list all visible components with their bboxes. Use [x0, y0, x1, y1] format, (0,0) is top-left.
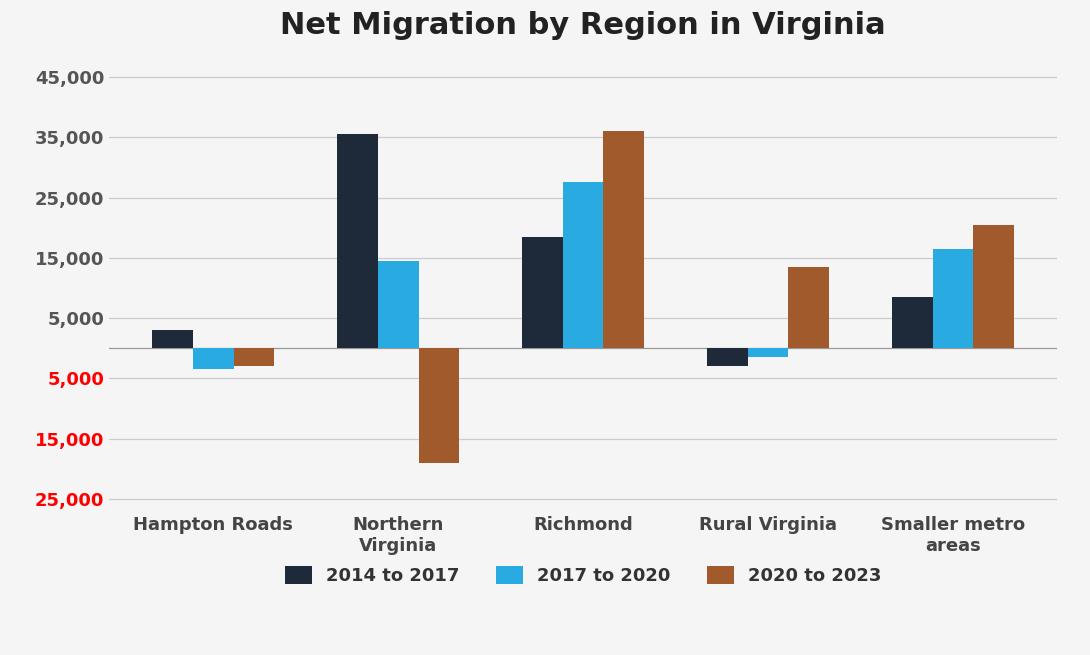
- Bar: [973, 225, 1014, 348]
- Bar: [233, 348, 275, 366]
- Bar: [933, 249, 973, 348]
- Title: Net Migration by Region in Virginia: Net Migration by Region in Virginia: [280, 11, 886, 40]
- Bar: [748, 348, 788, 357]
- Bar: [562, 183, 604, 348]
- Legend: 2014 to 2017, 2017 to 2020, 2020 to 2023: 2014 to 2017, 2017 to 2020, 2020 to 2023: [278, 559, 888, 592]
- Bar: [604, 131, 644, 348]
- Bar: [378, 261, 419, 348]
- Bar: [337, 134, 378, 348]
- Bar: [522, 236, 562, 348]
- Bar: [193, 348, 233, 369]
- Bar: [788, 267, 829, 348]
- Bar: [419, 348, 459, 462]
- Bar: [707, 348, 748, 366]
- Bar: [892, 297, 933, 348]
- Bar: [153, 330, 193, 348]
